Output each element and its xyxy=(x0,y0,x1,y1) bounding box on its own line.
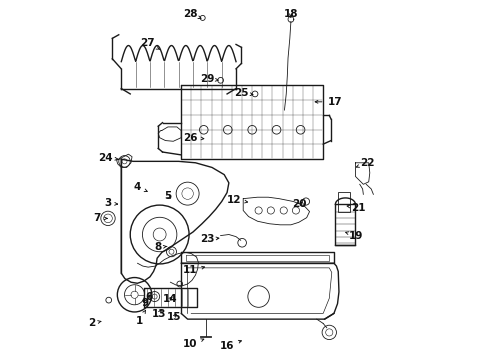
Text: 1: 1 xyxy=(136,310,146,325)
Text: 3: 3 xyxy=(104,198,118,208)
Text: 14: 14 xyxy=(162,294,177,305)
Text: 26: 26 xyxy=(183,133,204,143)
Text: 2: 2 xyxy=(88,319,101,328)
Text: 27: 27 xyxy=(140,38,160,50)
Text: 6: 6 xyxy=(146,292,153,302)
Text: 10: 10 xyxy=(183,339,204,349)
Text: 28: 28 xyxy=(183,9,201,19)
Text: 11: 11 xyxy=(183,265,204,275)
Text: 20: 20 xyxy=(292,199,307,210)
Text: 19: 19 xyxy=(345,231,364,240)
Text: 8: 8 xyxy=(154,242,167,252)
Text: 4: 4 xyxy=(134,182,147,192)
Text: 15: 15 xyxy=(167,312,181,322)
Text: 23: 23 xyxy=(200,234,219,244)
Text: 13: 13 xyxy=(152,309,166,319)
Text: 12: 12 xyxy=(227,195,247,205)
Text: 18: 18 xyxy=(284,9,298,19)
Text: 21: 21 xyxy=(347,203,365,213)
Text: 25: 25 xyxy=(234,88,253,98)
Text: 22: 22 xyxy=(356,158,374,168)
Text: 29: 29 xyxy=(200,74,218,84)
Text: 24: 24 xyxy=(98,153,118,163)
Text: 16: 16 xyxy=(220,340,242,351)
Text: 5: 5 xyxy=(164,191,171,201)
Text: 7: 7 xyxy=(94,213,107,223)
Text: 17: 17 xyxy=(315,97,342,107)
Text: 9: 9 xyxy=(142,298,149,308)
